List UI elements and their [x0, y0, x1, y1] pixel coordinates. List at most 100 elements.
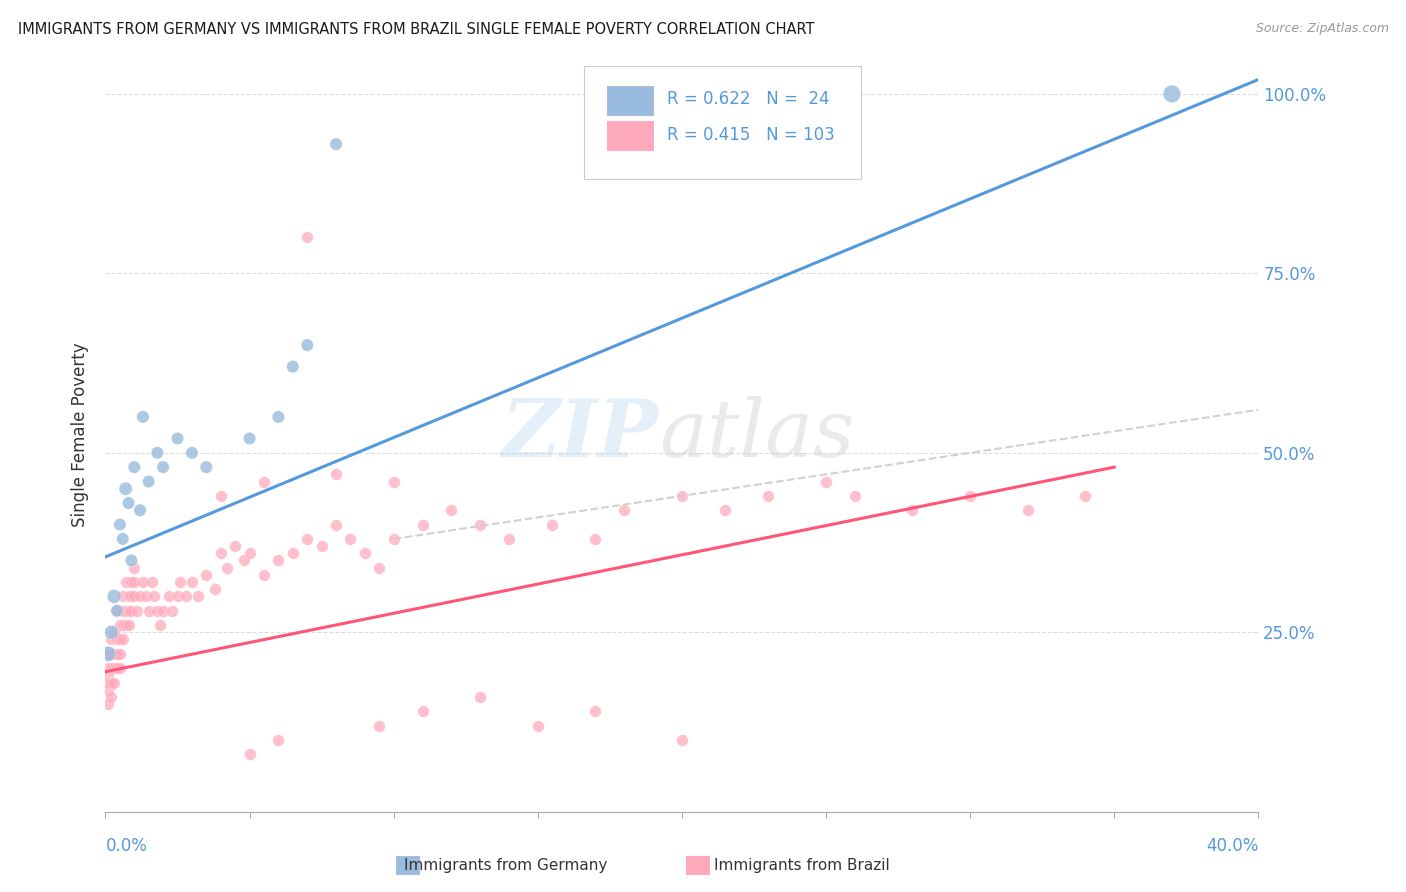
- Point: [239, 747, 262, 762]
- Text: atlas: atlas: [659, 396, 855, 474]
- Point: [613, 503, 636, 517]
- Point: [174, 590, 197, 604]
- Point: [100, 661, 122, 675]
- Point: [105, 632, 128, 647]
- Y-axis label: Single Female Poverty: Single Female Poverty: [72, 343, 90, 527]
- Point: [470, 517, 492, 532]
- Point: [368, 560, 391, 574]
- Point: [253, 475, 276, 489]
- Point: [97, 668, 120, 682]
- Point: [132, 574, 155, 589]
- Point: [129, 503, 152, 517]
- Point: [103, 661, 125, 675]
- Point: [844, 489, 866, 503]
- Point: [204, 582, 226, 597]
- FancyBboxPatch shape: [583, 65, 860, 178]
- Point: [97, 675, 120, 690]
- Point: [100, 647, 122, 661]
- Point: [152, 604, 174, 618]
- Point: [103, 590, 125, 604]
- Point: [297, 230, 319, 244]
- Point: [1161, 87, 1184, 101]
- Point: [138, 604, 160, 618]
- Point: [114, 618, 136, 632]
- Point: [120, 604, 142, 618]
- Point: [111, 590, 134, 604]
- Point: [758, 489, 780, 503]
- Point: [97, 647, 120, 661]
- Point: [157, 590, 180, 604]
- Point: [470, 690, 492, 704]
- Point: [97, 682, 120, 697]
- Point: [325, 137, 347, 152]
- Point: [114, 604, 136, 618]
- Point: [382, 532, 405, 546]
- Point: [325, 467, 347, 482]
- Point: [135, 590, 157, 604]
- Point: [100, 690, 122, 704]
- Point: [382, 475, 405, 489]
- Point: [281, 359, 304, 374]
- Point: [103, 675, 125, 690]
- Point: [124, 590, 146, 604]
- Point: [1017, 503, 1039, 517]
- Point: [585, 532, 607, 546]
- Point: [146, 604, 169, 618]
- Point: [103, 625, 125, 640]
- Text: ZIP: ZIP: [502, 396, 659, 474]
- Point: [124, 560, 146, 574]
- Text: 0.0%: 0.0%: [105, 837, 148, 855]
- Point: [181, 446, 204, 460]
- Point: [412, 704, 434, 718]
- Bar: [607, 86, 654, 114]
- Point: [146, 446, 169, 460]
- Point: [181, 574, 204, 589]
- Point: [117, 604, 139, 618]
- Point: [100, 632, 122, 647]
- Point: [152, 460, 174, 475]
- Point: [100, 675, 122, 690]
- Point: [195, 567, 218, 582]
- Point: [124, 574, 146, 589]
- Point: [368, 718, 391, 732]
- Text: Immigrants from Germany: Immigrants from Germany: [405, 858, 607, 872]
- Point: [281, 546, 304, 560]
- Text: Source: ZipAtlas.com: Source: ZipAtlas.com: [1256, 22, 1389, 36]
- Point: [297, 338, 319, 352]
- Point: [120, 574, 142, 589]
- Point: [224, 539, 246, 553]
- Point: [114, 574, 136, 589]
- Point: [138, 475, 160, 489]
- Point: [108, 661, 131, 675]
- Point: [412, 517, 434, 532]
- Point: [117, 590, 139, 604]
- Point: [105, 647, 128, 661]
- Point: [108, 632, 131, 647]
- Point: [527, 718, 550, 732]
- Point: [105, 661, 128, 675]
- Point: [1074, 489, 1097, 503]
- Point: [209, 489, 232, 503]
- Point: [143, 590, 166, 604]
- Point: [671, 733, 693, 747]
- Point: [187, 590, 209, 604]
- Point: [120, 590, 142, 604]
- Point: [160, 604, 183, 618]
- Point: [354, 546, 377, 560]
- Point: [111, 604, 134, 618]
- Point: [111, 618, 134, 632]
- Point: [105, 604, 128, 618]
- Point: [267, 409, 290, 424]
- Point: [239, 432, 262, 446]
- Point: [97, 647, 120, 661]
- Point: [339, 532, 361, 546]
- Text: R = 0.622   N =  24: R = 0.622 N = 24: [666, 90, 830, 109]
- Point: [111, 532, 134, 546]
- Point: [901, 503, 924, 517]
- Point: [498, 532, 520, 546]
- Point: [253, 567, 276, 582]
- Point: [97, 661, 120, 675]
- Point: [440, 503, 463, 517]
- Point: [132, 409, 155, 424]
- Text: R = 0.415   N = 103: R = 0.415 N = 103: [666, 126, 835, 144]
